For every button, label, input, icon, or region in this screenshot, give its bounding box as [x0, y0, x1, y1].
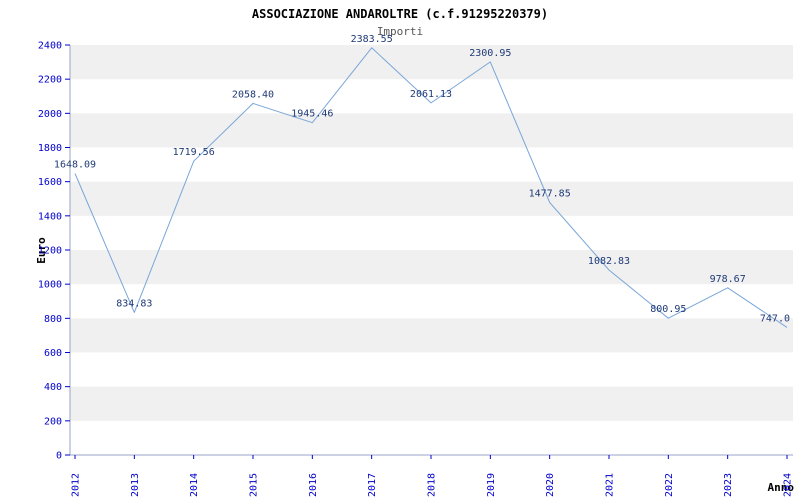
- y-tick-label: 1800: [38, 143, 62, 154]
- point-label: 834.83: [116, 298, 152, 309]
- grid-band: [70, 250, 793, 285]
- x-tick-label: 2014: [189, 473, 200, 497]
- grid-band: [70, 113, 793, 148]
- y-tick-label: 1200: [38, 246, 62, 257]
- y-tick-label: 600: [44, 348, 62, 359]
- grid-band: [70, 318, 793, 353]
- x-tick-label: 2013: [130, 473, 141, 497]
- x-tick-label: 2012: [71, 473, 82, 497]
- point-label: 978.67: [710, 274, 746, 285]
- grid-band: [70, 181, 793, 216]
- y-tick-label: 200: [44, 416, 62, 427]
- point-label: 1719.56: [173, 147, 215, 158]
- point-label: 1477.85: [529, 189, 571, 200]
- x-tick-label: 2018: [427, 473, 438, 497]
- x-tick-label: 2021: [605, 473, 616, 497]
- grid-band: [70, 386, 793, 421]
- point-label: 2300.95: [469, 48, 511, 59]
- x-tick-label: 2022: [664, 473, 675, 497]
- y-tick-label: 1400: [38, 211, 62, 222]
- y-tick-label: 800: [44, 314, 62, 325]
- point-label: 800.95: [650, 304, 686, 315]
- x-tick-label: 2015: [249, 473, 260, 497]
- x-tick-label: 2017: [367, 473, 378, 497]
- point-label: 1082.83: [588, 256, 630, 267]
- x-axis-title: Anno: [767, 481, 795, 494]
- point-label: 2061.13: [410, 89, 452, 100]
- y-tick-label: 1000: [38, 280, 62, 291]
- point-label: 747.0: [760, 313, 790, 324]
- chart-subtitle: Importi: [376, 25, 424, 38]
- x-tick-label: 2024: [783, 473, 794, 497]
- y-tick-label: 2000: [38, 109, 62, 120]
- page-title: ASSOCIAZIONE ANDAROLTRE (c.f.91295220379…: [251, 7, 549, 21]
- y-tick-label: 2400: [38, 41, 62, 52]
- point-label: 1648.09: [54, 159, 96, 170]
- point-label: 2383.55: [351, 34, 393, 45]
- point-label: 1945.46: [291, 109, 333, 120]
- y-tick-label: 400: [44, 382, 62, 393]
- y-tick-label: 1600: [38, 177, 62, 188]
- series-line: [74, 47, 788, 328]
- y-tick-label: 0: [56, 451, 62, 462]
- x-tick-label: 2023: [723, 473, 734, 497]
- point-label: 2058.40: [232, 89, 274, 100]
- x-tick-label: 2019: [486, 473, 497, 497]
- x-tick-label: 2016: [308, 473, 319, 497]
- grid-band: [70, 45, 793, 80]
- x-tick-label: 2020: [545, 473, 556, 497]
- y-tick-label: 2200: [38, 75, 62, 86]
